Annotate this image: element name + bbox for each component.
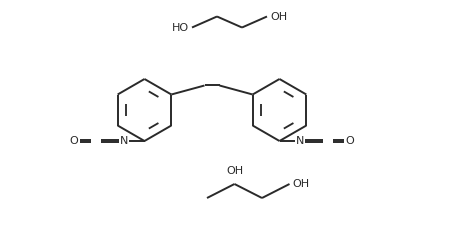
Text: HO: HO: [172, 23, 189, 33]
Text: N: N: [119, 136, 128, 146]
Text: OH: OH: [292, 179, 310, 189]
Text: O: O: [345, 136, 354, 146]
Text: N: N: [296, 136, 305, 146]
Text: OH: OH: [226, 166, 243, 176]
Text: O: O: [70, 136, 79, 146]
Text: OH: OH: [270, 12, 287, 22]
